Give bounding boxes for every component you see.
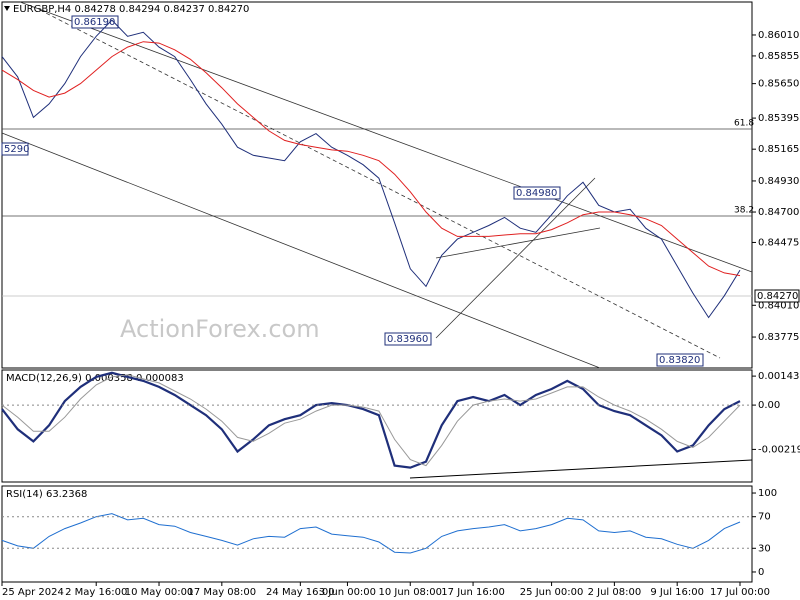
y-tick-label: -0.002197 [758,444,800,455]
y-tick-label: 30 [758,543,771,554]
y-tick-label: 0.00 [758,400,780,411]
annotation: 0.83960 [387,334,428,345]
series-line [1,41,741,277]
price-box [754,289,800,303]
rsi-title: RSI(14) 63.2368 [6,489,87,500]
watermark: ActionForex.com [120,315,320,343]
channel-line [19,1,753,273]
x-tick-label: 17 Jul 00:00 [710,587,770,598]
x-tick-label: 17 Jun 16:00 [441,587,505,598]
y-tick-label: 0 [758,567,764,578]
x-tick-label: 10 Jun 08:00 [378,587,442,598]
rising-channel [435,227,601,259]
x-tick-label: 3 Jun 00:00 [319,587,376,598]
y-tick-label: 0.84010 [758,300,799,311]
channel-line [1,132,601,369]
x-tick-label: 25 Jun 00:00 [520,587,584,598]
macd-panel [1,369,753,483]
fib-label: 38.2 [734,206,754,216]
x-tick-label: 2 May 16:00 [65,587,127,598]
y-tick-label: 0.84475 [758,237,799,248]
annotation: 0.84980 [516,188,557,199]
y-tick-label: 0.85395 [758,113,799,124]
macd-trend-line [409,459,753,479]
annotation-box [1,142,29,156]
y-tick-label: 0.84930 [758,176,799,187]
annotation: 0.83820 [659,355,700,366]
x-tick-label: 24 May 16:00 [266,587,335,598]
price-panel [1,1,753,369]
chart-title: EURGBP,H4 0.84278 0.84294 0.84237 0.8427… [13,4,249,15]
y-tick-label: 0.85855 [758,51,799,62]
x-tick-label: 2 Jul 08:00 [588,587,642,598]
x-tick-label: 25 Apr 2024 [2,587,64,598]
y-tick-label: 0.86010 [758,30,799,41]
annotation: 0.86190 [74,17,115,28]
rising-channel [435,177,596,339]
series-line [1,374,741,467]
x-tick-label: 17 May 08:00 [188,587,257,598]
y-tick-label: 0.85650 [758,79,799,90]
rsi-panel [1,485,753,583]
y-tick-label: 0.84700 [758,207,799,218]
annotation-box [384,332,432,346]
trend-line [39,9,721,359]
fib-label: 61.8 [734,119,754,129]
annotation: 5290 [4,144,29,155]
annotation-box [656,353,704,367]
x-tick-label: 10 May 00:00 [125,587,194,598]
y-tick-label: 0.85165 [758,144,799,155]
x-tick-label: 9 Jul 16:00 [650,587,704,598]
current-price: 0.84270 [757,291,798,302]
annotation-box [513,186,561,200]
series-line [1,371,741,469]
series-line [1,513,741,554]
series-line [1,19,741,319]
y-tick-label: 70 [758,512,771,523]
header-arrow [4,6,10,11]
y-tick-label: 0.83775 [758,332,799,343]
y-tick-label: 0.001437 [758,371,800,382]
y-tick-label: 100 [758,488,777,499]
